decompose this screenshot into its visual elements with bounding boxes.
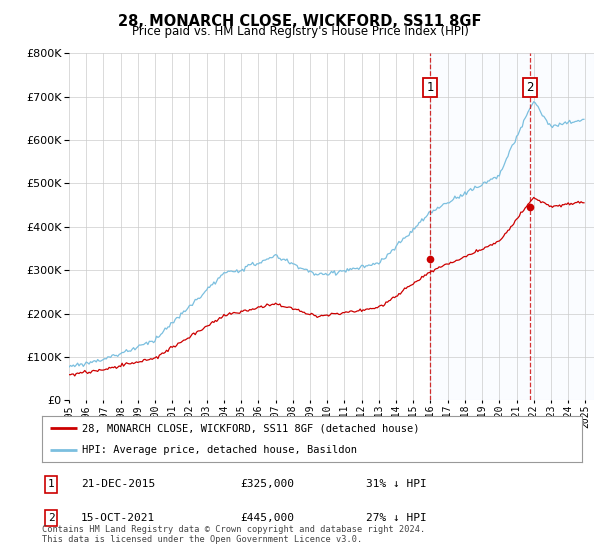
Text: £325,000: £325,000 — [240, 479, 294, 489]
Text: 2: 2 — [526, 81, 534, 95]
Text: Price paid vs. HM Land Registry's House Price Index (HPI): Price paid vs. HM Land Registry's House … — [131, 25, 469, 38]
Text: 21-DEC-2015: 21-DEC-2015 — [81, 479, 155, 489]
Text: £445,000: £445,000 — [240, 513, 294, 523]
Text: Contains HM Land Registry data © Crown copyright and database right 2024.
This d: Contains HM Land Registry data © Crown c… — [42, 525, 425, 544]
Text: 1: 1 — [47, 479, 55, 489]
Text: 28, MONARCH CLOSE, WICKFORD, SS11 8GF (detached house): 28, MONARCH CLOSE, WICKFORD, SS11 8GF (d… — [83, 423, 420, 433]
Text: 28, MONARCH CLOSE, WICKFORD, SS11 8GF: 28, MONARCH CLOSE, WICKFORD, SS11 8GF — [118, 14, 482, 29]
Bar — [430, 53, 594, 400]
Text: 1: 1 — [426, 81, 434, 95]
Text: 31% ↓ HPI: 31% ↓ HPI — [366, 479, 427, 489]
Text: 15-OCT-2021: 15-OCT-2021 — [81, 513, 155, 523]
Text: 2: 2 — [47, 513, 55, 523]
Text: 27% ↓ HPI: 27% ↓ HPI — [366, 513, 427, 523]
Text: HPI: Average price, detached house, Basildon: HPI: Average price, detached house, Basi… — [83, 445, 358, 455]
